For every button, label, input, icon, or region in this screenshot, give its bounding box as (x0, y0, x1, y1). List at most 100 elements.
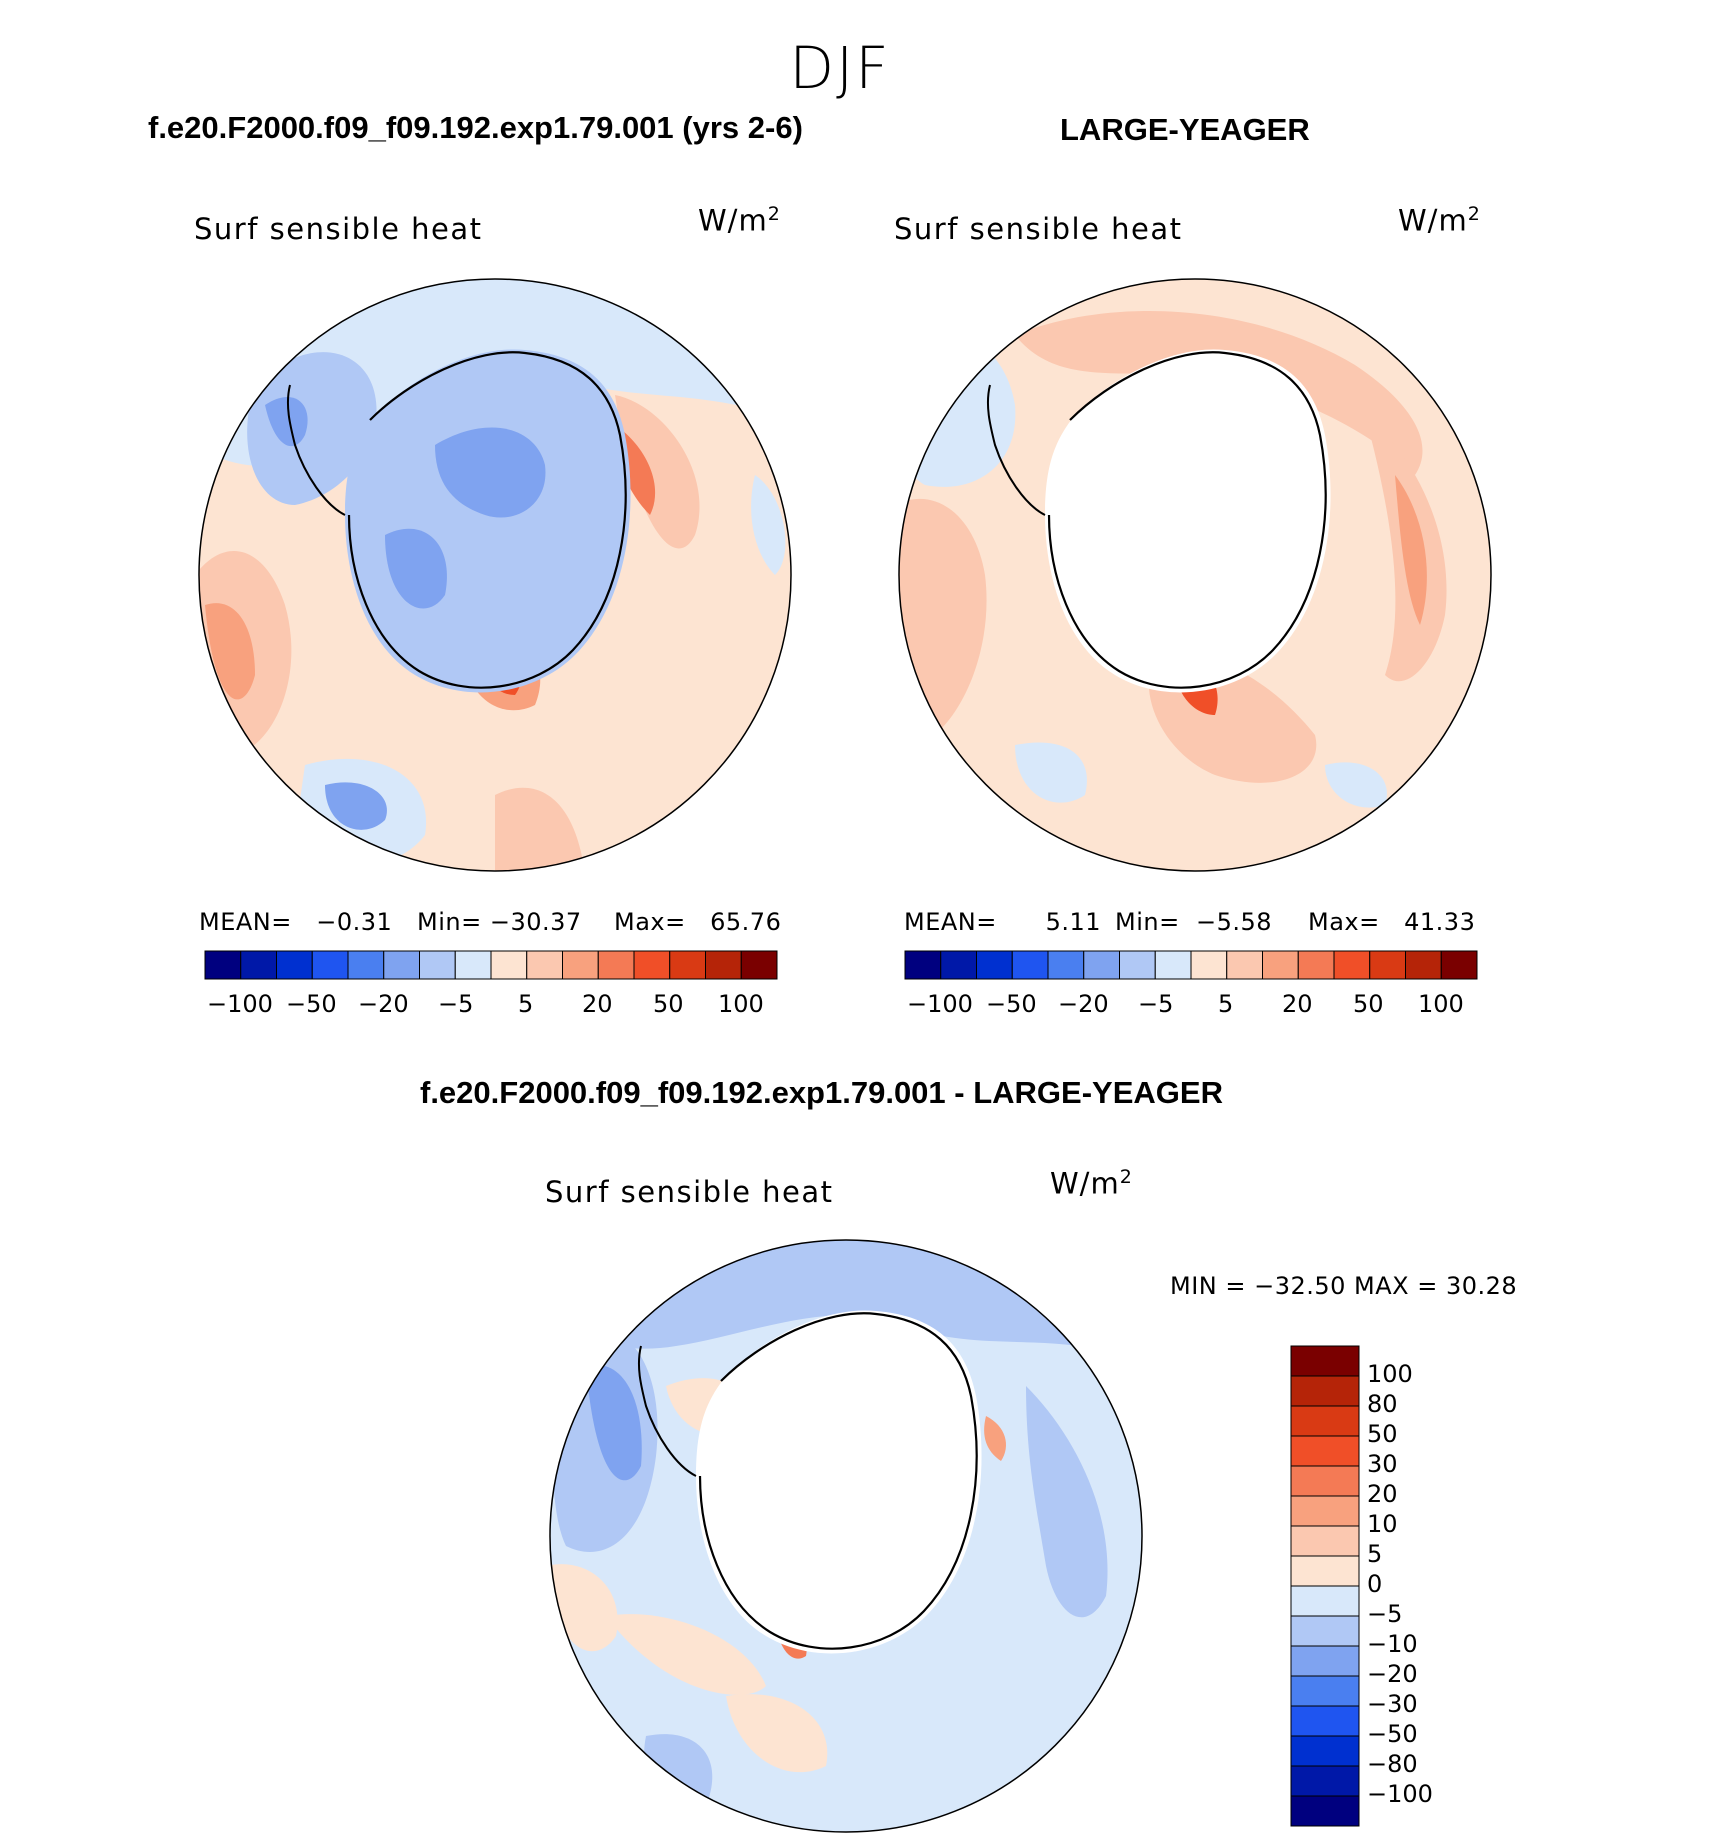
colorbar-swatch (526, 950, 563, 980)
panel-2-colorbar (904, 950, 1478, 980)
colorbar-swatch (1290, 1795, 1360, 1827)
colorbar-label: 30 (1367, 1450, 1398, 1478)
panel-1-mean: MEAN= −0.31 (199, 908, 393, 936)
colorbar-label: −10 (1367, 1630, 1418, 1658)
colorbar-swatch (633, 950, 671, 980)
colorbar-swatch (1290, 1345, 1360, 1377)
diff-variable: Surf sensible heat (545, 1175, 834, 1209)
diff-title: f.e20.F2000.f09_f09.192.exp1.79.001 - LA… (420, 1075, 1223, 1110)
panel-2-colorbar-label: 5 (1218, 990, 1234, 1018)
panel-1-colorbar-label: −100 (207, 990, 273, 1018)
panel-2-colorbar-label: −50 (986, 990, 1037, 1018)
panel-1-colorbar-label: −5 (438, 990, 474, 1018)
colorbar-swatch (419, 950, 456, 980)
colorbar-swatch (1440, 950, 1478, 980)
panel-1-min: Min= −30.37 (417, 908, 582, 936)
colorbar-swatch (1290, 1465, 1360, 1497)
colorbar-swatch (454, 950, 492, 980)
diff-map (549, 1239, 1143, 1833)
colorbar-swatch (1290, 1585, 1360, 1617)
colorbar-swatch (311, 950, 349, 980)
colorbar-label: 100 (1367, 1360, 1413, 1388)
panel-2-variable: Surf sensible heat (894, 212, 1183, 246)
colorbar-label: 5 (1367, 1540, 1383, 1568)
colorbar-swatch (347, 950, 385, 980)
colorbar-swatch (740, 950, 778, 980)
colorbar-swatch (1011, 950, 1049, 980)
colorbar-swatch (1290, 1525, 1360, 1557)
colorbar-swatch (1290, 1645, 1360, 1677)
diff-units: W/m2 (1050, 1166, 1133, 1201)
colorbar-swatch (1405, 950, 1442, 980)
colorbar-label: 50 (1367, 1420, 1398, 1448)
colorbar-swatch (1262, 950, 1299, 980)
colorbar-swatch (1290, 1705, 1360, 1737)
panel-2-map (898, 278, 1492, 872)
colorbar-swatch (904, 950, 942, 980)
colorbar-label: −100 (1367, 1780, 1433, 1808)
season-title: DJF (789, 34, 891, 102)
colorbar-label: 80 (1367, 1390, 1398, 1418)
colorbar-swatch (562, 950, 599, 980)
panel-2-colorbar-label: −100 (907, 990, 973, 1018)
colorbar-swatch (669, 950, 706, 980)
colorbar-label: 10 (1367, 1510, 1398, 1538)
panel-1-colorbar-label: 100 (718, 990, 764, 1018)
colorbar-swatch (1290, 1765, 1360, 1797)
colorbar-label: −80 (1367, 1750, 1418, 1778)
colorbar-swatch (204, 950, 242, 980)
colorbar-label: −30 (1367, 1690, 1418, 1718)
colorbar-label: −5 (1367, 1600, 1403, 1628)
panel-1-colorbar-label: −50 (286, 990, 337, 1018)
colorbar-swatch (940, 950, 977, 980)
panel-2-mean: MEAN= 5.11 (904, 908, 1102, 936)
colorbar-label: −20 (1367, 1660, 1418, 1688)
panel-2-colorbar-label: −20 (1058, 990, 1109, 1018)
panel-2-colorbar-label: 20 (1282, 990, 1313, 1018)
colorbar-swatch (1290, 1375, 1360, 1407)
colorbar-swatch (976, 950, 1013, 980)
panel-2-colorbar-label: −5 (1138, 990, 1174, 1018)
colorbar-swatch (1290, 1735, 1360, 1767)
colorbar-swatch (597, 950, 635, 980)
panel-2-colorbar-label: 50 (1353, 990, 1384, 1018)
colorbar-swatch (240, 950, 277, 980)
colorbar-swatch (1190, 950, 1228, 980)
panel-2-min: Min= −5.58 (1115, 908, 1273, 936)
colorbar-swatch (383, 950, 420, 980)
panel-1-colorbar-label: 50 (653, 990, 684, 1018)
colorbar-swatch (276, 950, 313, 980)
colorbar-swatch (1290, 1435, 1360, 1467)
panel-2-units: W/m2 (1398, 203, 1481, 238)
colorbar-swatch (1297, 950, 1335, 980)
colorbar-label: −50 (1367, 1720, 1418, 1748)
colorbar-swatch (490, 950, 528, 980)
panel-1-title: f.e20.F2000.f09_f09.192.exp1.79.001 (yrs… (148, 110, 803, 145)
panel-1-colorbar-label: 5 (518, 990, 534, 1018)
diff-colorbar (1290, 1345, 1360, 1827)
panel-1-units: W/m2 (698, 203, 781, 238)
colorbar-swatch (705, 950, 742, 980)
colorbar-swatch (1290, 1615, 1360, 1647)
colorbar-swatch (1083, 950, 1120, 980)
colorbar-swatch (1290, 1555, 1360, 1587)
panel-1-variable: Surf sensible heat (194, 212, 483, 246)
colorbar-swatch (1119, 950, 1156, 980)
colorbar-swatch (1154, 950, 1192, 980)
colorbar-swatch (1333, 950, 1371, 980)
colorbar-swatch (1047, 950, 1085, 980)
colorbar-swatch (1290, 1675, 1360, 1707)
panel-1-colorbar-label: −20 (358, 990, 409, 1018)
panel-2-colorbar-label: 100 (1418, 990, 1464, 1018)
panel-2-title: LARGE-YEAGER (1060, 112, 1310, 147)
panel-2-max: Max= 41.33 (1308, 908, 1476, 936)
diff-stats: MIN = −32.50 MAX = 30.28 (1170, 1272, 1518, 1300)
panel-1-max: Max= 65.76 (614, 908, 782, 936)
panel-1-colorbar-label: 20 (582, 990, 613, 1018)
colorbar-swatch (1290, 1405, 1360, 1437)
colorbar-label: 0 (1367, 1570, 1383, 1598)
colorbar-swatch (1369, 950, 1406, 980)
panel-1-map (198, 278, 792, 872)
panel-1-colorbar (204, 950, 778, 980)
colorbar-swatch (1226, 950, 1263, 980)
